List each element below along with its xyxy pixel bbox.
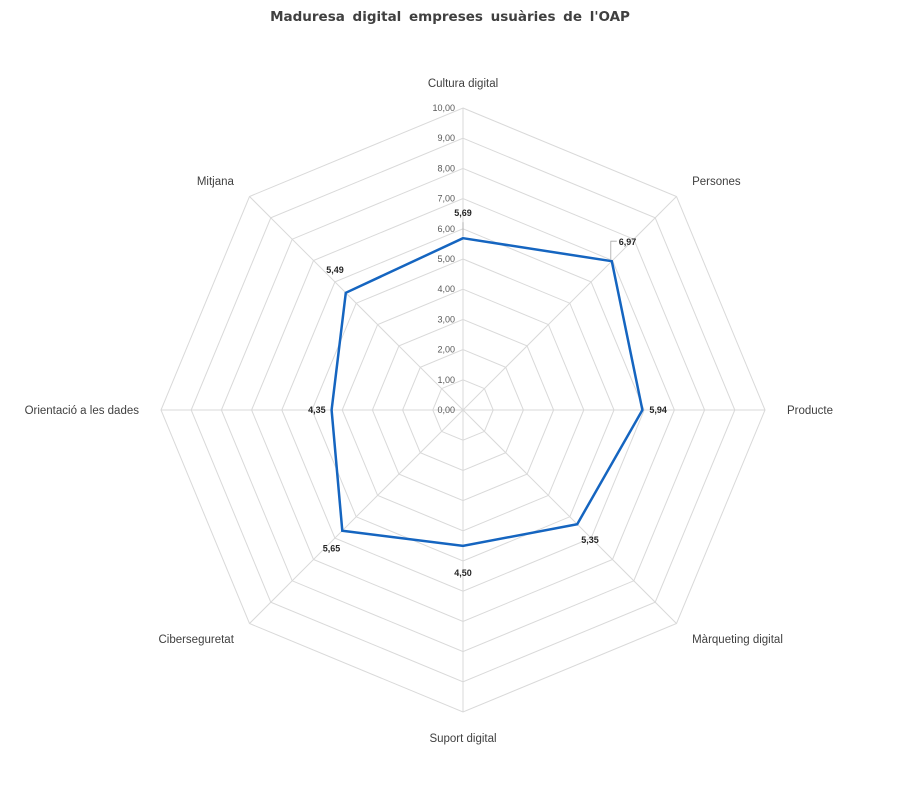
category-label: Suport digital bbox=[429, 733, 496, 745]
data-label: 4,35 bbox=[308, 405, 326, 415]
radial-tick-labels: 0,00 1,00 2,00 3,00 4,00 5,00 6,00 7,00 8,00 9,00… bbox=[432, 103, 455, 415]
category-label: Màrqueting digital bbox=[692, 634, 783, 646]
radial-tick-label: 8,00 bbox=[437, 163, 455, 173]
radial-tick-label: 1,00 bbox=[437, 375, 455, 385]
category-label: Persones bbox=[692, 176, 741, 188]
series-line bbox=[330, 236, 644, 548]
radial-tick-label: 9,00 bbox=[437, 133, 455, 143]
data-label: 5,49 bbox=[326, 265, 344, 275]
data-labels: 5,69 6,97 5,94 5,35 4,50 5,65 4,35 5,49 bbox=[308, 208, 667, 578]
data-label: 5,65 bbox=[323, 544, 341, 554]
radial-tick-label: 7,00 bbox=[437, 194, 455, 204]
radar-spoke bbox=[249, 409, 464, 624]
data-label: 5,69 bbox=[454, 208, 472, 218]
category-label: Ciberseguretat bbox=[158, 634, 234, 646]
radial-tick-label: 5,00 bbox=[437, 254, 455, 264]
category-labels: Cultura digital Persones Producte Màrquetin… bbox=[25, 78, 833, 745]
data-label: 5,35 bbox=[581, 535, 599, 545]
data-label: 4,50 bbox=[454, 568, 472, 578]
series-layer bbox=[330, 236, 644, 548]
category-label: Producte bbox=[787, 405, 833, 417]
radial-tick-label: 6,00 bbox=[437, 224, 455, 234]
radar-spoke bbox=[462, 409, 677, 624]
category-label: Mitjana bbox=[197, 176, 235, 188]
radial-tick-label: 2,00 bbox=[437, 345, 455, 355]
radial-tick-label: 10,00 bbox=[432, 103, 455, 113]
radial-tick-label: 4,00 bbox=[437, 284, 455, 294]
data-label: 6,97 bbox=[619, 237, 637, 247]
category-label: Orientació a les dades bbox=[25, 405, 140, 417]
leader-line bbox=[610, 240, 617, 260]
category-label: Cultura digital bbox=[428, 78, 498, 90]
chart-title: Maduresa digital empreses usuàries de l'… bbox=[270, 9, 630, 25]
radial-tick-label: 3,00 bbox=[437, 314, 455, 324]
radial-tick-label: 0,00 bbox=[437, 405, 455, 415]
radar-spoke bbox=[462, 196, 677, 411]
radar-spoke bbox=[249, 196, 464, 411]
data-label: 5,94 bbox=[649, 405, 667, 415]
radar-spokes bbox=[161, 108, 765, 712]
